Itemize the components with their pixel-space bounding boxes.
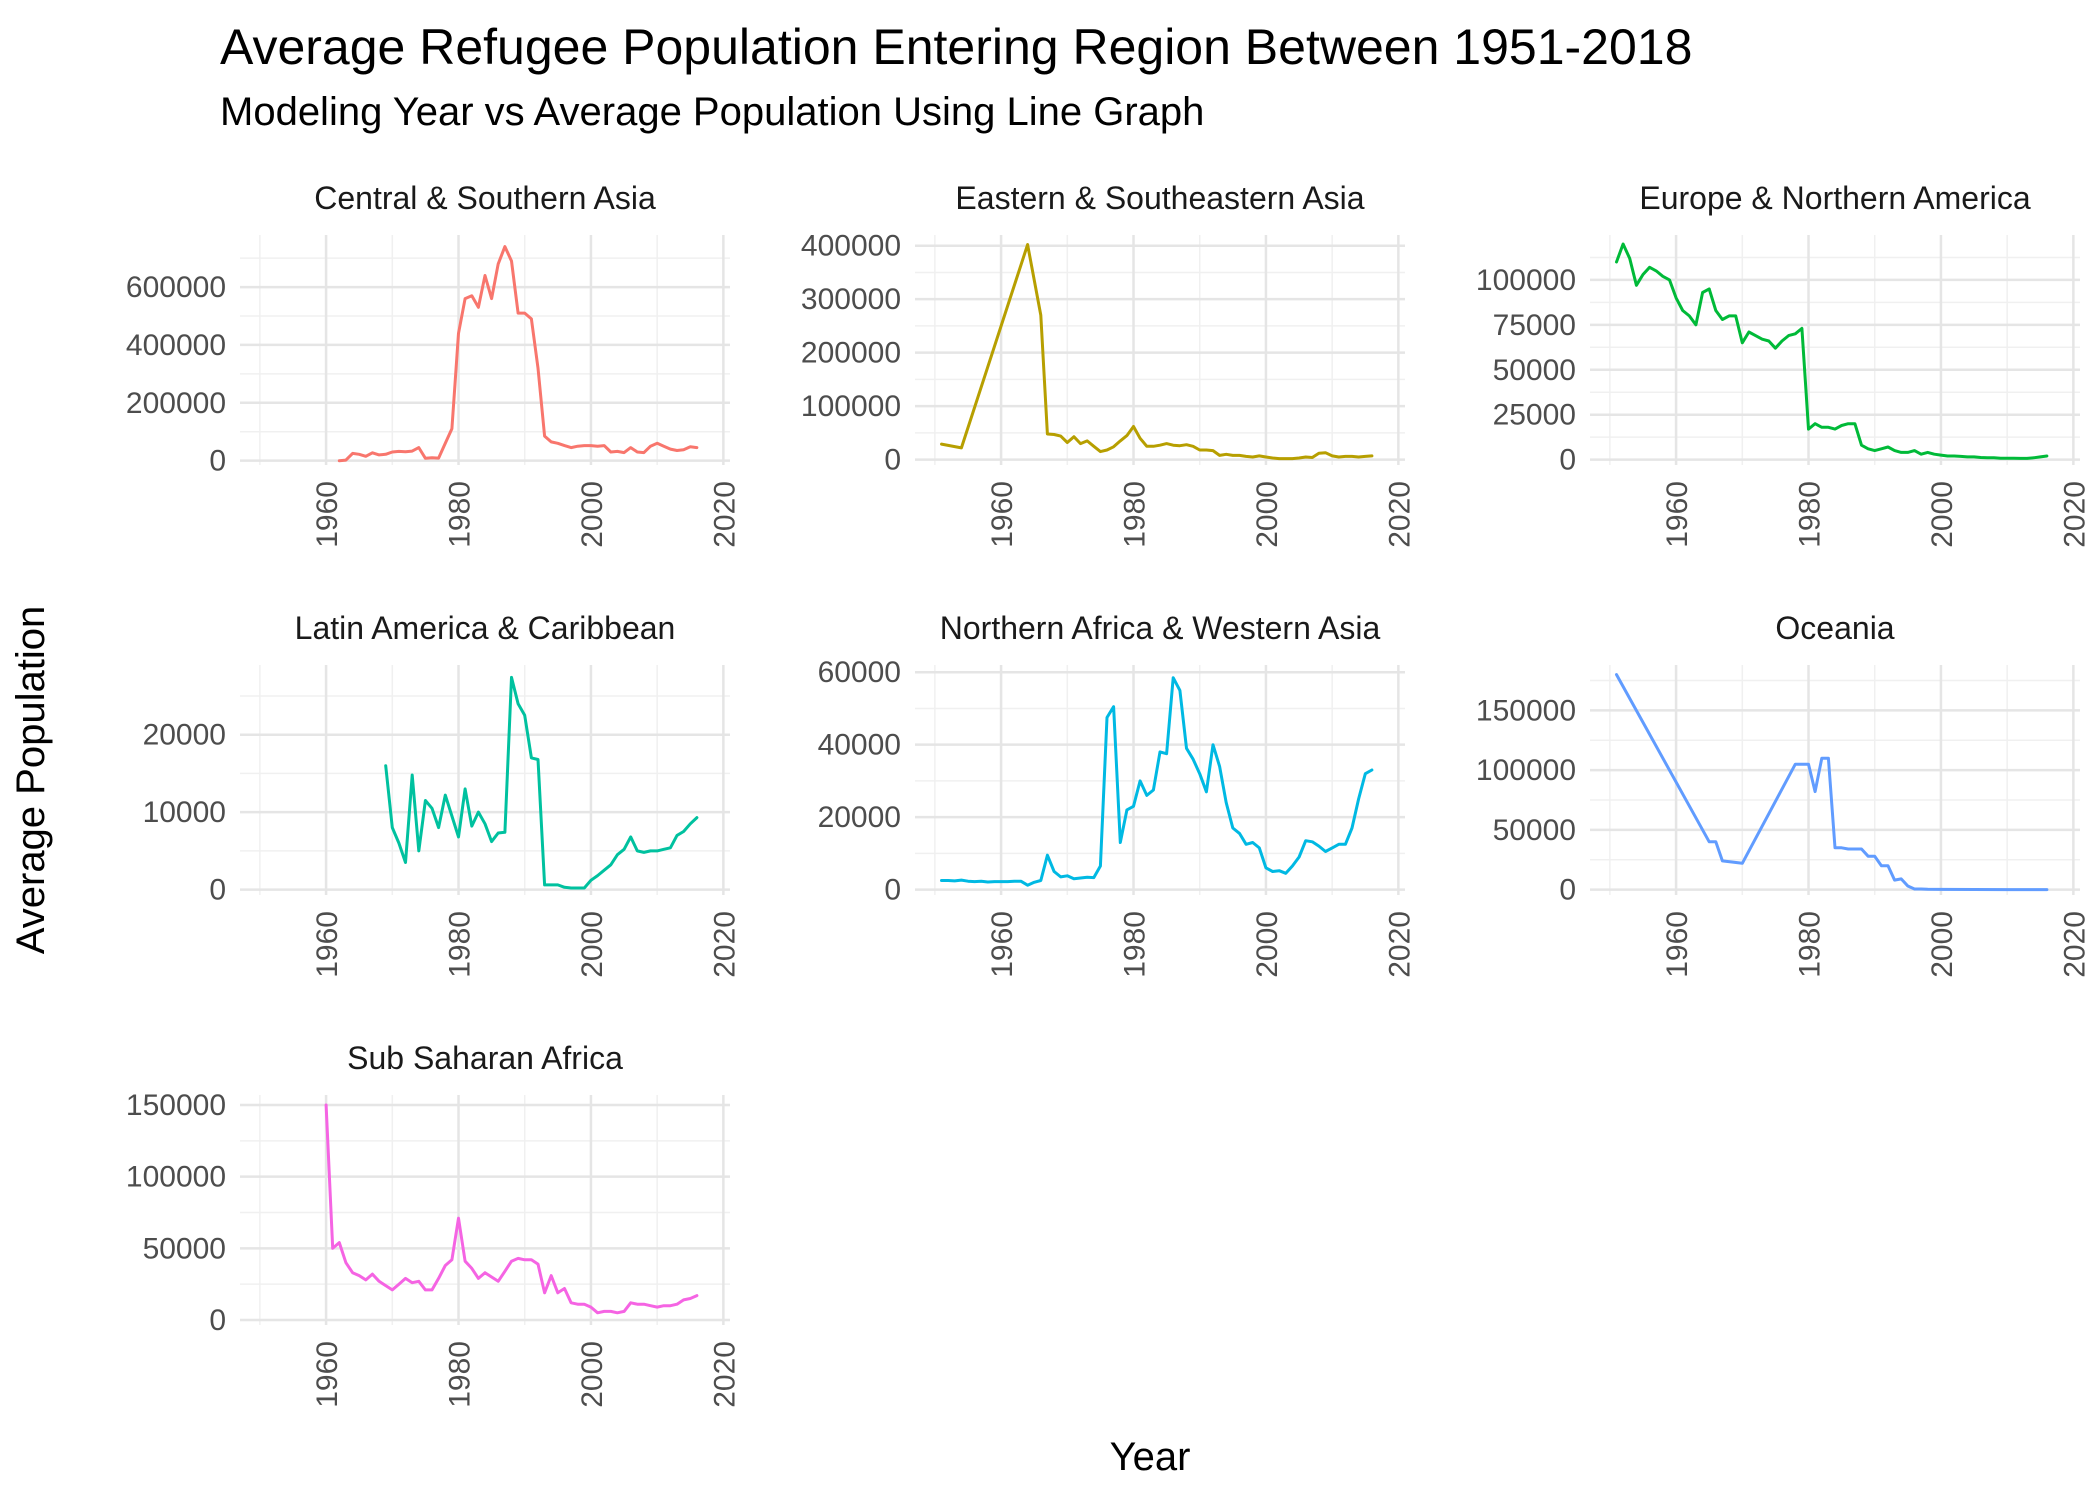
x-tick-label: 2020	[708, 911, 741, 978]
y-tick-label: 100000	[126, 1161, 226, 1194]
x-tick-label: 2020	[1383, 911, 1416, 978]
facet-strip-label: Europe & Northern America	[1639, 180, 2031, 216]
x-tick-label: 1980	[444, 481, 477, 548]
y-tick-label: 600000	[126, 271, 226, 304]
series-line-europe-northern-america	[1615, 242, 2049, 460]
y-tick-label: 25000	[1493, 399, 1576, 432]
panel-eastern-southeastern-asia: 1960 1980 2000 2020 0 100000 200000 300000 40000…	[801, 180, 1416, 548]
y-tick-label: 150000	[1476, 694, 1576, 727]
y-tick-label: 100000	[1476, 754, 1576, 787]
panel-northern-africa-western-asia: 1960 1980 2000 2020 0 20000 40000 60000 Northern…	[818, 610, 1417, 978]
facet-strip-label: Eastern & Southeastern Asia	[955, 180, 1364, 216]
x-tick-label: 2000	[576, 911, 609, 978]
facet-strip-label: Sub Saharan Africa	[347, 1040, 623, 1076]
series-line-central-southern-asia	[337, 245, 699, 463]
y-tick-label: 60000	[818, 656, 901, 689]
y-tick-label: 0	[209, 1304, 226, 1337]
y-tick-label: 40000	[818, 729, 901, 762]
series-line-sub-saharan-africa	[324, 1103, 699, 1315]
y-tick-label: 0	[209, 445, 226, 478]
x-tick-label: 1960	[986, 481, 1019, 548]
x-tick-label: 1980	[1794, 481, 1827, 548]
y-tick-label: 0	[1559, 874, 1576, 907]
x-tick-label: 2020	[2058, 481, 2091, 548]
panel-oceania: 1960 1980 2000 2020 0 50000 100000 150000 Oceani…	[1476, 610, 2091, 978]
y-axis-title: Average Population	[9, 606, 53, 954]
x-tick-label: 1960	[986, 911, 1019, 978]
x-tick-label: 2000	[1251, 481, 1284, 548]
y-tick-label: 10000	[143, 796, 226, 829]
y-tick-label: 300000	[801, 283, 901, 316]
panel-central-southern-asia: 1960 1980 2000 2020 0 200000 400000 600000 Centr…	[126, 180, 741, 548]
facet-strip-label: Latin America & Caribbean	[295, 610, 676, 646]
y-tick-label: 400000	[126, 329, 226, 362]
x-tick-label: 2000	[1251, 911, 1284, 978]
panel-sub-saharan-africa: 1960 1980 2000 2020 0 50000 100000 150000 Sub Sa…	[126, 1040, 741, 1408]
series-line-eastern-southeastern-asia	[940, 243, 1374, 461]
facet-strip-label: Northern Africa & Western Asia	[940, 610, 1381, 646]
y-tick-label: 50000	[1493, 814, 1576, 847]
x-axis-title: Year	[1110, 1435, 1191, 1479]
x-tick-label: 2000	[576, 481, 609, 548]
y-tick-label: 50000	[143, 1232, 226, 1265]
y-tick-label: 0	[884, 444, 901, 477]
y-tick-label: 400000	[801, 230, 901, 263]
chart-subtitle: Modeling Year vs Average Population Usin…	[220, 90, 1205, 134]
x-tick-label: 1960	[311, 1341, 344, 1408]
y-tick-label: 100000	[1476, 264, 1576, 297]
y-tick-label: 0	[884, 874, 901, 907]
y-tick-label: 50000	[1493, 354, 1576, 387]
y-tick-label: 100000	[801, 390, 901, 423]
panel-latin-america-caribbean: 1960 1980 2000 2020 0 10000 20000 Latin America…	[143, 610, 742, 978]
facet-strip-label: Oceania	[1775, 610, 1894, 646]
y-tick-label: 200000	[126, 387, 226, 420]
y-tick-label: 0	[209, 874, 226, 907]
panel-europe-northern-america: 1960 1980 2000 2020 0 25000 50000 75000 100000 Eu…	[1476, 180, 2091, 548]
x-tick-label: 1980	[1119, 481, 1152, 548]
y-tick-label: 20000	[818, 801, 901, 834]
x-tick-label: 1960	[1661, 481, 1694, 548]
y-tick-label: 0	[1559, 444, 1576, 477]
x-tick-label: 1980	[1794, 911, 1827, 978]
x-tick-label: 2020	[708, 1341, 741, 1408]
series-line-oceania	[1615, 673, 2049, 892]
y-tick-label: 20000	[143, 719, 226, 752]
x-tick-label: 2020	[1383, 481, 1416, 548]
x-tick-label: 2000	[1926, 481, 1959, 548]
y-tick-label: 75000	[1493, 309, 1576, 342]
x-tick-label: 2000	[1926, 911, 1959, 978]
x-tick-label: 1980	[444, 1341, 477, 1408]
x-tick-label: 1960	[311, 911, 344, 978]
y-tick-label: 200000	[801, 337, 901, 370]
x-tick-label: 1960	[311, 481, 344, 548]
x-tick-label: 2020	[2058, 911, 2091, 978]
x-tick-label: 2000	[576, 1341, 609, 1408]
chart-title: Average Refugee Population Entering Regi…	[220, 19, 1693, 75]
facet-strip-label: Central & Southern Asia	[314, 180, 656, 216]
x-tick-label: 1980	[444, 911, 477, 978]
x-tick-label: 1960	[1661, 911, 1694, 978]
x-tick-label: 1980	[1119, 911, 1152, 978]
series-line-northern-africa-western-asia	[940, 676, 1374, 887]
series-line-latin-america-caribbean	[384, 675, 699, 890]
x-tick-label: 2020	[708, 481, 741, 548]
y-tick-label: 150000	[126, 1089, 226, 1122]
